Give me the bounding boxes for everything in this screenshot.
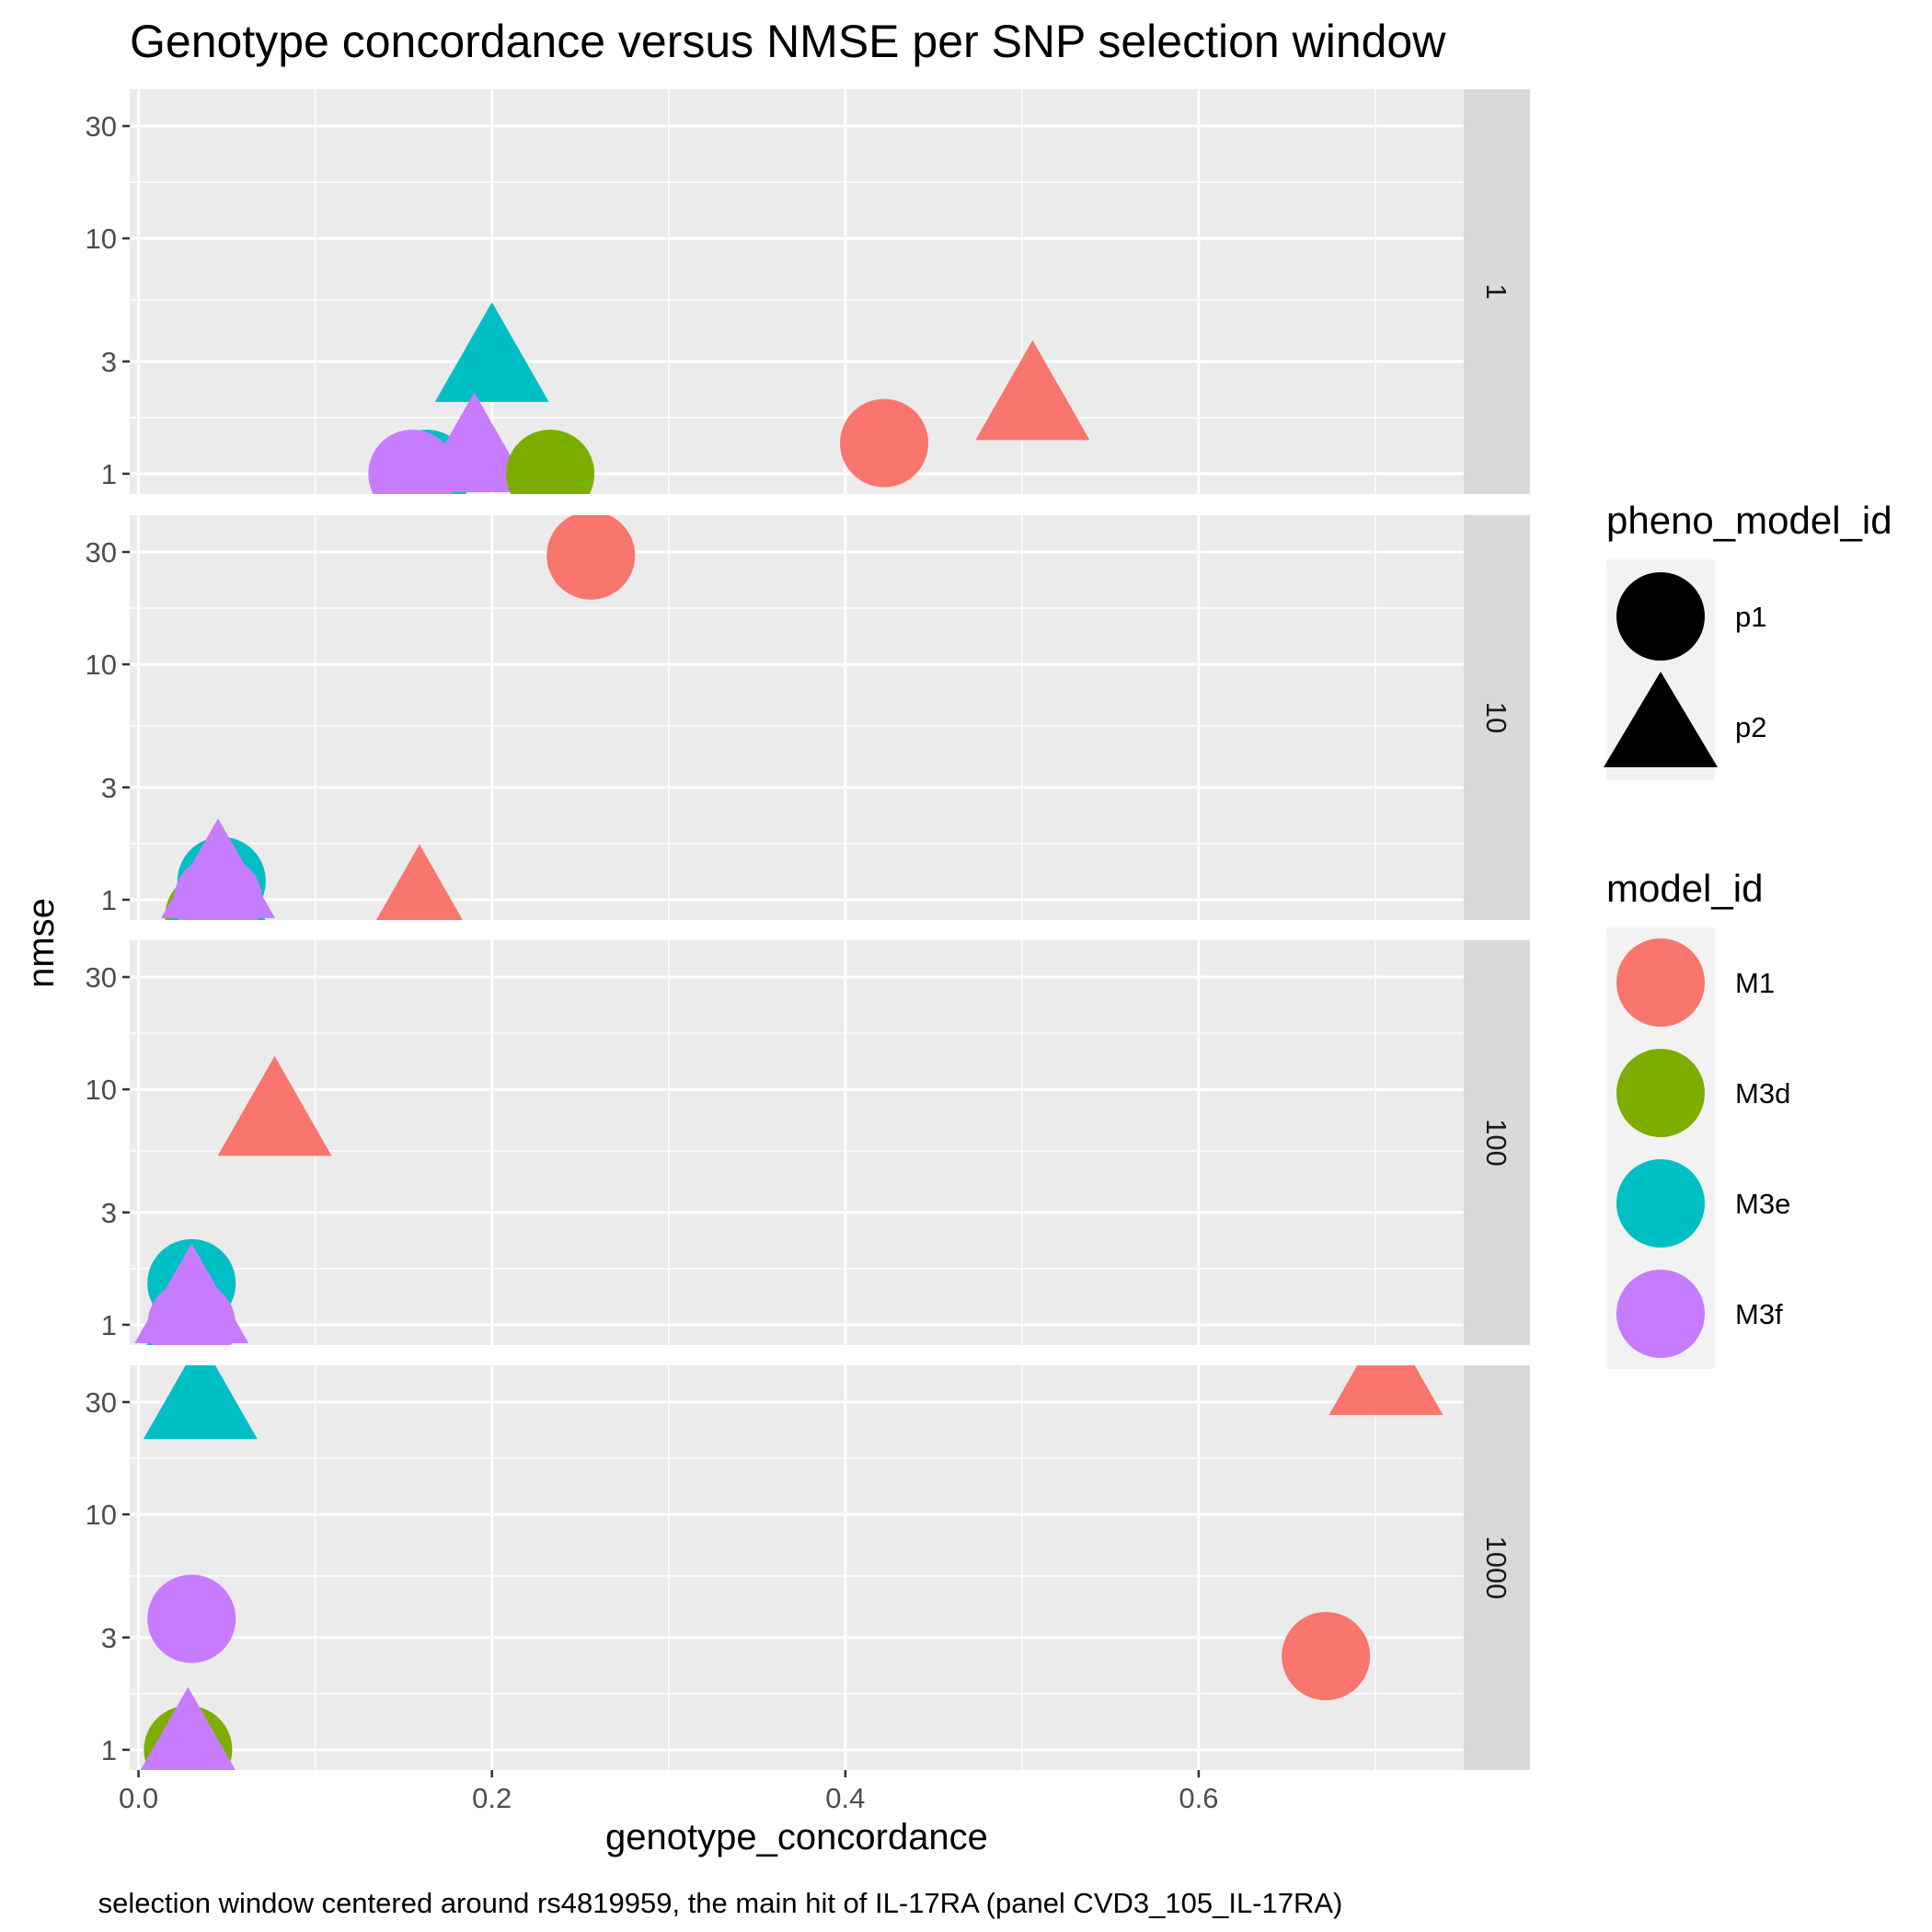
facet-panel: 1 3 10 30 1 <box>86 89 1530 494</box>
data-point-m3e-p2 <box>143 1365 258 1440</box>
x-axis: 0.0 0.2 0.4 0.6 <box>119 1770 1218 1814</box>
data-point-m3d-p1 <box>506 429 595 494</box>
gridlines <box>130 515 1464 920</box>
data-points <box>368 302 1090 494</box>
chart-caption: selection window centered around rs48199… <box>98 1887 1343 1919</box>
facet-strip-label: 100 <box>1480 1119 1512 1167</box>
color-legend-label: M3f <box>1735 1298 1783 1330</box>
y-tick-label: 30 <box>86 536 117 569</box>
y-tick-label: 10 <box>86 1499 117 1531</box>
data-point-m3f-p2 <box>140 1686 236 1770</box>
y-axis-title: nmse <box>21 898 62 988</box>
facet-strip <box>1464 1365 1530 1770</box>
y-tick-label: 1 <box>101 1734 117 1766</box>
y-tick-label: 10 <box>86 1074 117 1106</box>
facet-panel: 1 3 10 30 10 <box>86 515 1530 920</box>
y-tick-label: 30 <box>86 961 117 994</box>
data-points <box>161 515 636 920</box>
facet-strip-label: 1000 <box>1480 1536 1512 1600</box>
y-tick-label: 10 <box>86 223 117 255</box>
facet-strip <box>1464 515 1530 920</box>
gridlines <box>130 89 1464 494</box>
panel-background <box>130 1365 1464 1770</box>
color-swatch-icon <box>1616 938 1705 1027</box>
panel-background <box>130 940 1464 1345</box>
x-tick-label: 0.4 <box>825 1782 865 1814</box>
data-points <box>140 1365 1443 1770</box>
y-tick-label: 30 <box>86 1386 117 1419</box>
x-tick-label: 0.0 <box>119 1782 158 1814</box>
color-swatch-icon <box>1616 1049 1705 1137</box>
data-point-m1-p1 <box>1282 1612 1371 1701</box>
y-tick-label: 1 <box>101 458 117 490</box>
data-point-m3f-p2 <box>417 392 532 492</box>
gridlines <box>130 1365 1464 1770</box>
color-legend-label: M3e <box>1735 1188 1790 1220</box>
facet-strip <box>1464 89 1530 494</box>
y-tick-label: 30 <box>86 110 117 143</box>
panel-background <box>130 515 1464 920</box>
facet-panels: 1 3 10 30 1 1 3 10 30 10 1 3 10 30 100 1 3 10 30 1000 <box>86 89 1530 1770</box>
chart-title: Genotype concordance versus NMSE per SNP… <box>130 16 1446 67</box>
y-tick-label: 3 <box>101 346 117 378</box>
y-axis: 1 3 10 30 <box>86 1386 130 1766</box>
y-tick-label: 3 <box>101 1622 117 1654</box>
color-legend-label: M3d <box>1735 1077 1790 1110</box>
circle-icon <box>1616 572 1705 661</box>
facet-strip <box>1464 940 1530 1345</box>
color-legend-label: M1 <box>1735 967 1775 999</box>
data-point-m1-p2 <box>376 844 463 920</box>
facet-strip-label: 1 <box>1480 283 1512 299</box>
data-point-m1-p1 <box>546 515 636 600</box>
panel-background <box>130 89 1464 494</box>
y-axis: 1 3 10 30 <box>86 961 130 1341</box>
triangle-icon <box>1604 672 1718 767</box>
data-points <box>134 1055 332 1345</box>
data-point-m1-p2 <box>1328 1365 1443 1416</box>
shape-legend-title: pheno_model_id <box>1606 499 1892 542</box>
legend: pheno_model_id p1 p2 model_id M1 M3d M3e M3f <box>1604 499 1892 1369</box>
data-point-m1-p1 <box>840 398 929 488</box>
shape-legend-label: p1 <box>1735 601 1766 633</box>
y-axis: 1 3 10 30 <box>86 536 130 916</box>
facet-panel: 1 3 10 30 1000 <box>86 1365 1530 1770</box>
facet-panel: 1 3 10 30 100 <box>86 940 1530 1345</box>
color-legend-title: model_id <box>1606 867 1763 910</box>
y-tick-label: 3 <box>101 1197 117 1229</box>
y-axis: 1 3 10 30 <box>86 110 130 490</box>
x-tick-label: 0.2 <box>472 1782 512 1814</box>
x-axis-title: genotype_concordance <box>605 1817 988 1857</box>
y-tick-label: 10 <box>86 649 117 681</box>
data-point-m3f-p1 <box>147 1574 236 1663</box>
color-swatch-icon <box>1616 1159 1705 1248</box>
data-point-m3f-p2 <box>161 818 276 918</box>
shape-legend-label: p2 <box>1735 711 1766 743</box>
data-point-m1-p2 <box>975 339 1090 441</box>
y-tick-label: 1 <box>101 884 117 916</box>
data-point-m1-p2 <box>217 1055 332 1156</box>
data-point-m3e-p2 <box>434 302 549 402</box>
facet-strip-label: 10 <box>1480 702 1512 733</box>
y-tick-label: 1 <box>101 1309 117 1341</box>
data-point-m3f-p2 <box>134 1243 249 1343</box>
color-swatch-icon <box>1616 1270 1705 1358</box>
x-tick-label: 0.6 <box>1179 1782 1218 1814</box>
gridlines <box>130 940 1464 1345</box>
y-tick-label: 3 <box>101 772 117 804</box>
